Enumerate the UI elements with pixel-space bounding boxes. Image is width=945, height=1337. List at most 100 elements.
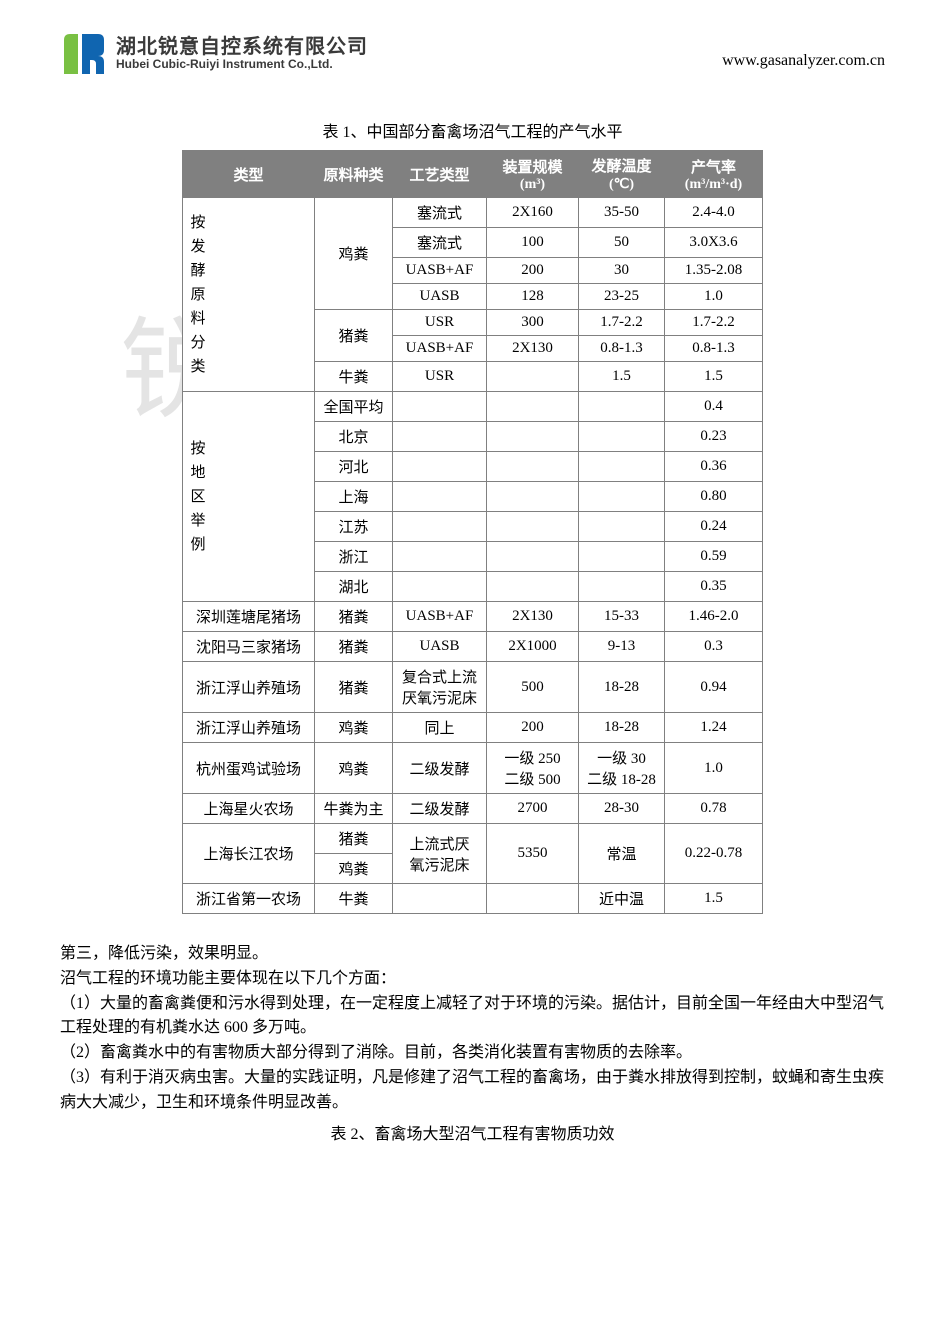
cell: 0.24 (665, 512, 763, 542)
cell: 0.23 (665, 422, 763, 452)
cell: 浙江浮山养殖场 (183, 662, 315, 713)
cell: 200 (487, 258, 579, 284)
cell: 猪粪 (315, 662, 393, 713)
cell: 0.78 (665, 794, 763, 824)
para: （2）畜禽粪水中的有害物质大部分得到了消除。目前，各类消化装置有害物质的去除率。 (60, 1041, 885, 1066)
table-row: 上海星火农场 牛粪为主 二级发酵 2700 28-30 0.78 (183, 794, 763, 824)
cell: 0.22-0.78 (665, 824, 763, 884)
cell (579, 542, 665, 572)
cell: 1.7-2.2 (665, 310, 763, 336)
cell: 1.0 (665, 743, 763, 794)
cell (393, 884, 487, 914)
cell: 北京 (315, 422, 393, 452)
body-text: 第三，降低污染，效果明显。 沼气工程的环境功能主要体现在以下几个方面： （1）大… (60, 942, 885, 1116)
cell: 100 (487, 228, 579, 258)
cell: 5350 (487, 824, 579, 884)
th-material: 原料种类 (315, 151, 393, 198)
page-header: 湖北锐意自控系统有限公司 Hubei Cubic-Ruiyi Instrumen… (60, 30, 885, 78)
table1: 类型 原料种类 工艺类型 装置规模 (m³) 发酵温度 (℃) 产气率 (m³/… (182, 150, 763, 914)
cell: 鸡粪 (315, 713, 393, 743)
th-process: 工艺类型 (393, 151, 487, 198)
company-logo-icon (60, 30, 108, 78)
cell: 近中温 (579, 884, 665, 914)
cell: 同上 (393, 713, 487, 743)
cell: 一级 250二级 500 (487, 743, 579, 794)
cell (487, 392, 579, 422)
cell (393, 482, 487, 512)
cell: 30 (579, 258, 665, 284)
table1-caption: 表 1、中国部分畜禽场沼气工程的产气水平 (60, 118, 885, 142)
cell: USR (393, 310, 487, 336)
cell: UASB (393, 284, 487, 310)
para: （3）有利于消灭病虫害。大量的实践证明，凡是修建了沼气工程的畜禽场，由于粪水排放… (60, 1066, 885, 1116)
cell (487, 362, 579, 392)
cell (579, 392, 665, 422)
table-row: 按地区举例 全国平均 0.4 (183, 392, 763, 422)
cell: 1.46-2.0 (665, 602, 763, 632)
company-name-en: Hubei Cubic-Ruiyi Instrument Co.,Ltd. (116, 58, 368, 71)
cell: 一级 30二级 18-28 (579, 743, 665, 794)
cell: 28-30 (579, 794, 665, 824)
cell: 1.0 (665, 284, 763, 310)
cell: 浙江浮山养殖场 (183, 713, 315, 743)
cell: 杭州蛋鸡试验场 (183, 743, 315, 794)
cell: 0.94 (665, 662, 763, 713)
cell: 湖北 (315, 572, 393, 602)
cell: 2X130 (487, 602, 579, 632)
company-url: www.gasanalyzer.com.cn (722, 52, 885, 70)
cell (487, 482, 579, 512)
cell: 河北 (315, 452, 393, 482)
cell: 常温 (579, 824, 665, 884)
cell: 1.5 (665, 362, 763, 392)
cell: 鸡粪 (315, 854, 393, 884)
para: （1）大量的畜禽粪便和污水得到处理，在一定程度上减轻了对于环境的污染。据估计，目… (60, 992, 885, 1042)
cell: 0.3 (665, 632, 763, 662)
cell: 上海星火农场 (183, 794, 315, 824)
cell: 2X160 (487, 198, 579, 228)
logo-block: 湖北锐意自控系统有限公司 Hubei Cubic-Ruiyi Instrumen… (60, 30, 368, 78)
para: 沼气工程的环境功能主要体现在以下几个方面： (60, 967, 885, 992)
cell (487, 572, 579, 602)
cell: 牛粪 (315, 362, 393, 392)
cell: 18-28 (579, 662, 665, 713)
cell (393, 542, 487, 572)
company-name-cn: 湖北锐意自控系统有限公司 (116, 36, 368, 58)
cell: 沈阳马三家猪场 (183, 632, 315, 662)
cell: 深圳莲塘尾猪场 (183, 602, 315, 632)
cell: 0.36 (665, 452, 763, 482)
cell: 1.7-2.2 (579, 310, 665, 336)
cell: UASB+AF (393, 602, 487, 632)
cell: 200 (487, 713, 579, 743)
cell: 复合式上流厌氧污泥床 (393, 662, 487, 713)
cell: 50 (579, 228, 665, 258)
cell: 0.8-1.3 (579, 336, 665, 362)
cell: 1.35-2.08 (665, 258, 763, 284)
cell: UASB (393, 632, 487, 662)
cell (579, 572, 665, 602)
cell (393, 392, 487, 422)
cell: 128 (487, 284, 579, 310)
table-row: 沈阳马三家猪场 猪粪 UASB 2X1000 9-13 0.3 (183, 632, 763, 662)
table-row: 浙江浮山养殖场 鸡粪 同上 200 18-28 1.24 (183, 713, 763, 743)
cell: 上海长江农场 (183, 824, 315, 884)
cell: 鸡粪 (315, 743, 393, 794)
cell (579, 452, 665, 482)
cell (579, 422, 665, 452)
cell (393, 572, 487, 602)
cell: 猪粪 (315, 602, 393, 632)
cell: 1.24 (665, 713, 763, 743)
cell: 500 (487, 662, 579, 713)
cell: 0.80 (665, 482, 763, 512)
cell: 1.5 (665, 884, 763, 914)
cell: 9-13 (579, 632, 665, 662)
cell (393, 452, 487, 482)
table-row: 杭州蛋鸡试验场 鸡粪 二级发酵 一级 250二级 500 一级 30二级 18-… (183, 743, 763, 794)
cell (487, 422, 579, 452)
table-row: 深圳莲塘尾猪场 猪粪 UASB+AF 2X130 15-33 1.46-2.0 (183, 602, 763, 632)
cell (393, 422, 487, 452)
para: 第三，降低污染，效果明显。 (60, 942, 885, 967)
cell: 23-25 (579, 284, 665, 310)
cell (487, 512, 579, 542)
th-scale: 装置规模 (m³) (487, 151, 579, 198)
cell: 2.4-4.0 (665, 198, 763, 228)
